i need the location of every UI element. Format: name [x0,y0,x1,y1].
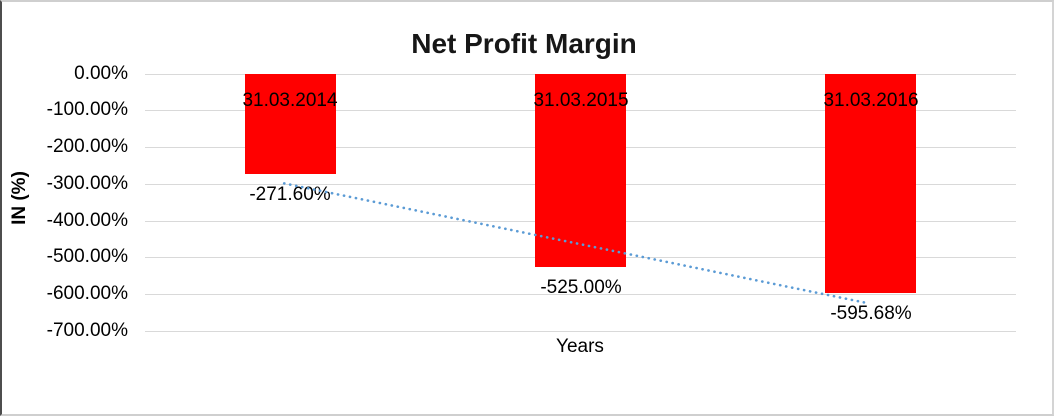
y-axis-tick-label: -400.00% [46,210,128,231]
category-label: 31.03.2016 [823,90,919,111]
bar-31.03.2014[interactable] [245,74,336,174]
y-axis-tick-label: -200.00% [46,136,128,157]
gridline [145,331,1016,332]
data-label: -525.00% [540,277,622,298]
x-axis-title: Years [556,336,604,357]
category-label: 31.03.2014 [242,90,338,111]
data-label: -595.68% [830,303,912,324]
y-axis-tick-label: 0.00% [74,63,128,84]
data-label: -271.60% [249,184,331,205]
category-label: 31.03.2015 [533,90,629,111]
y-axis-tick-label: -300.00% [46,173,128,194]
chart-title: Net Profit Margin [411,28,637,59]
y-axis-tick-label: -500.00% [46,246,128,267]
y-axis-tick-label: -700.00% [46,320,128,341]
y-axis-tick-label: -600.00% [46,283,128,304]
y-axis-tick-label: -100.00% [46,99,128,120]
